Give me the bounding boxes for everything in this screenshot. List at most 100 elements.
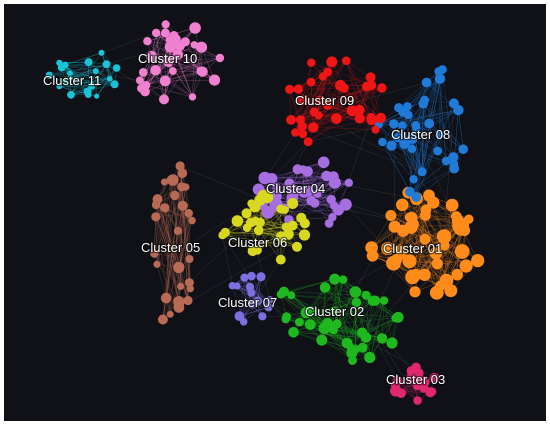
graph-node[interactable] <box>175 161 185 171</box>
graph-node[interactable] <box>140 86 150 97</box>
graph-node[interactable] <box>215 53 225 63</box>
graph-node[interactable] <box>153 260 161 268</box>
graph-node[interactable] <box>411 192 422 202</box>
graph-node[interactable] <box>366 112 376 123</box>
graph-node[interactable] <box>177 282 185 290</box>
graph-node[interactable] <box>281 222 290 232</box>
graph-node[interactable] <box>241 208 252 219</box>
graph-node[interactable] <box>278 286 289 297</box>
graph-node[interactable] <box>381 242 395 255</box>
graph-node[interactable] <box>239 318 248 326</box>
graph-node[interactable] <box>449 163 460 174</box>
graph-node[interactable] <box>395 244 405 255</box>
graph-node[interactable] <box>385 210 397 221</box>
graph-node[interactable] <box>316 334 328 346</box>
graph-node[interactable] <box>196 66 206 76</box>
graph-node[interactable] <box>160 203 170 213</box>
graph-node[interactable] <box>410 268 422 281</box>
graph-node[interactable] <box>376 333 388 344</box>
graph-node[interactable] <box>92 68 99 75</box>
graph-node[interactable] <box>379 296 389 305</box>
graph-node[interactable] <box>62 78 68 84</box>
graph-node[interactable] <box>292 241 302 252</box>
graph-node[interactable] <box>386 140 397 151</box>
graph-node[interactable] <box>152 28 161 38</box>
graph-node[interactable] <box>342 56 351 65</box>
graph-node[interactable] <box>173 302 185 313</box>
graph-node[interactable] <box>365 241 378 254</box>
graph-node[interactable] <box>306 77 316 87</box>
graph-node[interactable] <box>440 236 450 246</box>
graph-node[interactable] <box>451 214 464 227</box>
graph-node[interactable] <box>464 214 474 224</box>
graph-node[interactable] <box>208 74 221 86</box>
graph-node[interactable] <box>266 173 278 184</box>
graph-node[interactable] <box>164 41 177 53</box>
graph-node[interactable] <box>366 352 375 361</box>
graph-node[interactable] <box>271 190 282 202</box>
graph-node[interactable] <box>333 204 344 216</box>
graph-node[interactable] <box>299 218 310 229</box>
graph-node[interactable] <box>429 372 440 383</box>
graph-node[interactable] <box>247 246 258 257</box>
graph-node[interactable] <box>183 295 193 306</box>
graph-node[interactable] <box>160 292 172 304</box>
graph-node[interactable] <box>398 121 407 130</box>
graph-node[interactable] <box>298 129 308 139</box>
graph-node[interactable] <box>287 291 296 300</box>
graph-node[interactable] <box>434 67 443 76</box>
graph-node[interactable] <box>146 50 158 63</box>
graph-node[interactable] <box>448 98 459 109</box>
graph-node[interactable] <box>173 261 185 274</box>
graph-node[interactable] <box>167 174 179 186</box>
graph-node[interactable] <box>84 91 92 98</box>
graph-node[interactable] <box>418 376 430 388</box>
graph-node[interactable] <box>150 65 161 76</box>
graph-node[interactable] <box>231 215 244 227</box>
graph-node[interactable] <box>411 121 421 130</box>
graph-node[interactable] <box>409 175 418 184</box>
graph-node[interactable] <box>112 64 121 72</box>
graph-node[interactable] <box>326 194 336 205</box>
graph-node[interactable] <box>328 171 339 182</box>
graph-node[interactable] <box>287 184 300 198</box>
graph-node[interactable] <box>361 290 371 300</box>
graph-node[interactable] <box>253 296 263 306</box>
graph-node[interactable] <box>220 227 230 238</box>
graph-node[interactable] <box>390 380 401 390</box>
graph-node[interactable] <box>369 295 381 306</box>
graph-node[interactable] <box>409 286 421 298</box>
graph-node[interactable] <box>425 387 436 398</box>
graph-node[interactable] <box>420 204 432 215</box>
graph-node[interactable] <box>190 41 198 49</box>
graph-node[interactable] <box>349 286 362 298</box>
graph-node[interactable] <box>94 93 100 99</box>
graph-node[interactable] <box>62 61 69 69</box>
graph-node[interactable] <box>184 278 194 288</box>
graph-node[interactable] <box>188 93 197 101</box>
graph-node[interactable] <box>354 104 365 116</box>
graph-node[interactable] <box>329 306 338 315</box>
graph-node[interactable] <box>396 198 409 212</box>
graph-node[interactable] <box>389 119 399 129</box>
graph-node[interactable] <box>253 225 264 236</box>
graph-node[interactable] <box>293 84 303 94</box>
graph-node[interactable] <box>403 110 413 120</box>
graph-node[interactable] <box>169 67 177 75</box>
graph-node[interactable] <box>102 60 111 69</box>
graph-node[interactable] <box>152 194 163 205</box>
graph-node[interactable] <box>173 226 182 235</box>
graph-node[interactable] <box>261 205 275 219</box>
graph-node[interactable] <box>151 212 161 222</box>
graph-node[interactable] <box>361 332 372 343</box>
graph-node[interactable] <box>471 254 485 268</box>
graph-node[interactable] <box>317 156 330 169</box>
graph-node[interactable] <box>188 216 196 225</box>
graph-node[interactable] <box>339 83 349 93</box>
graph-node[interactable] <box>189 22 201 34</box>
graph-node[interactable] <box>67 90 75 99</box>
graph-node[interactable] <box>285 84 295 94</box>
graph-node[interactable] <box>180 37 190 47</box>
graph-node[interactable] <box>354 113 365 124</box>
graph-node[interactable] <box>159 94 169 105</box>
